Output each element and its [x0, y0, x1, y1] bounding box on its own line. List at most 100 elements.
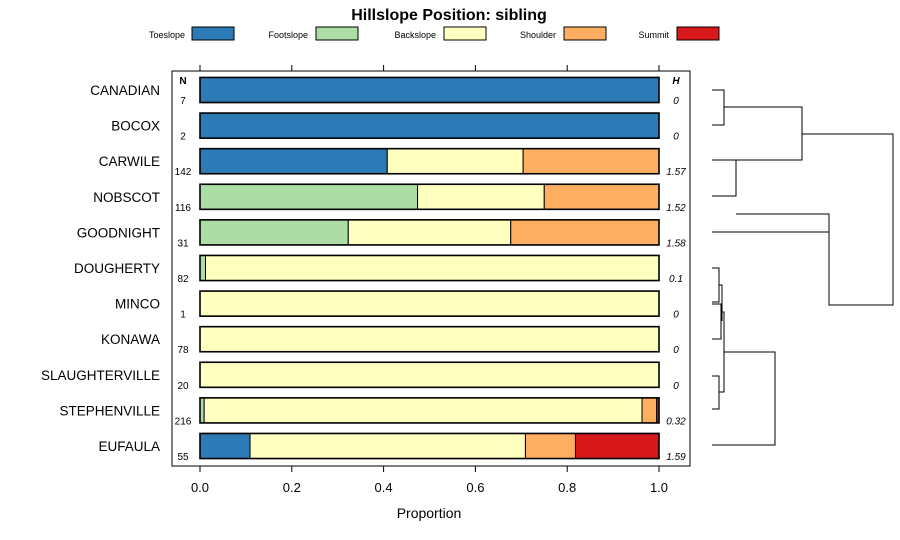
legend-swatch	[563, 26, 607, 41]
n-value: 1	[180, 310, 186, 321]
n-value: 2	[180, 132, 186, 143]
h-value: 0	[673, 381, 679, 392]
bar-outline	[199, 325, 660, 353]
dendrogram-branch	[736, 213, 830, 233]
bar-row: STEPHENVILLE 216 0.32	[59, 397, 686, 427]
legend-label: Summit	[638, 30, 669, 40]
category-label: CARWILE	[99, 154, 160, 169]
bar-row: KONAWA 78 0	[101, 325, 679, 356]
bar-row: NOBSCOT 116 1.52	[93, 183, 686, 214]
x-tick-label: 0.2	[283, 480, 301, 495]
dendrogram	[712, 89, 894, 446]
bar-row: DOUGHERTY 82 0.1	[74, 254, 683, 285]
bar-segment	[199, 76, 660, 104]
dendrogram-branch	[802, 133, 894, 306]
bar-outline	[199, 290, 660, 317]
bar-segment	[199, 148, 388, 175]
legend-swatch	[315, 26, 359, 41]
h-value: 1.59	[666, 452, 686, 463]
legend-swatch	[443, 26, 487, 41]
category-label: KONAWA	[101, 332, 160, 347]
legend-swatch	[676, 26, 720, 41]
bar-segment	[522, 148, 660, 175]
bar-row: CANADIAN 7 0	[90, 76, 679, 107]
legend-label: Toeslope	[149, 30, 185, 40]
x-tick-label: 1.0	[650, 480, 668, 495]
category-label: BOCOX	[111, 119, 160, 134]
n-value: 31	[177, 238, 189, 249]
bar-row: EUFAULA 55 1.59	[98, 432, 686, 463]
bar-segment	[543, 183, 660, 210]
category-label: NOBSCOT	[93, 190, 160, 205]
legend-label: Shoulder	[520, 30, 556, 40]
bar-outline	[199, 219, 660, 246]
dendrogram-branch	[712, 351, 776, 446]
x-tick-label: 0.8	[558, 480, 576, 495]
bar-outline	[199, 361, 660, 389]
h-value: 0	[673, 96, 679, 107]
legend-label: Footslope	[268, 30, 308, 40]
dendrogram-branch	[712, 303, 722, 340]
bar-outline	[199, 112, 660, 139]
bar-segment	[524, 432, 576, 460]
x-tick-label: 0.0	[191, 480, 209, 495]
h-value: 0.1	[669, 274, 683, 285]
dendrogram-branch	[712, 375, 720, 410]
dendrogram-branch	[712, 89, 725, 126]
h-value: 0	[673, 345, 679, 356]
category-label: STEPHENVILLE	[59, 403, 160, 418]
bar-segment	[199, 290, 660, 317]
bar-segment	[510, 219, 660, 246]
bar-segment	[199, 219, 349, 246]
bar-row: MINCO 1 0	[115, 290, 679, 321]
bar-outline	[199, 183, 660, 211]
category-label: MINCO	[115, 297, 160, 312]
bar-outline	[199, 397, 660, 424]
x-tick-label: 0.6	[466, 480, 484, 495]
h-value: 1.52	[666, 203, 686, 214]
bar-segment	[574, 432, 660, 460]
bar-segment	[641, 397, 658, 424]
bar-row: BOCOX 2 0	[111, 112, 679, 143]
bar-outline	[199, 432, 660, 460]
legend: Toeslope Footslope Backslope Shoulder Summit	[149, 26, 720, 41]
h-value: 0	[673, 310, 679, 321]
top-axis-ticks	[199, 65, 660, 71]
n-value: 20	[177, 381, 189, 392]
category-label: EUFAULA	[98, 439, 160, 454]
bar-segment	[205, 254, 660, 282]
n-value: 216	[175, 416, 192, 427]
category-label: SLAUGHTERVILLE	[41, 368, 160, 383]
category-label: CANADIAN	[90, 83, 160, 98]
h-value: 1.57	[666, 167, 686, 178]
dendrogram-branch	[719, 284, 723, 321]
bar-outline	[199, 254, 660, 282]
h-value: 0.32	[666, 416, 686, 427]
x-tick-label: 0.4	[375, 480, 393, 495]
bar-segment	[199, 254, 207, 282]
bar-row: SLAUGHTERVILLE 20 0	[41, 361, 679, 392]
chart-title: Hillslope Position: sibling	[351, 7, 547, 24]
dendrogram-branch	[712, 159, 737, 197]
h-value: 0	[673, 132, 679, 143]
bar-segment	[199, 183, 419, 210]
n-value: 78	[177, 345, 189, 356]
bar-outline	[199, 76, 660, 104]
bar-segment	[199, 432, 251, 460]
bar-row: GOODNIGHT 31 1.58	[77, 219, 686, 249]
bar-row: CARWILE 142 1.57	[99, 147, 686, 178]
bar-segment	[249, 432, 526, 460]
legend-swatch	[191, 26, 235, 41]
bar-outline	[199, 147, 660, 175]
n-value: 55	[177, 452, 189, 463]
category-label: DOUGHERTY	[74, 261, 160, 276]
n-value: 7	[180, 96, 186, 107]
x-axis: 0.0 0.2 0.4 0.6 0.8 1.0	[191, 466, 668, 495]
bar-segment	[199, 112, 660, 139]
bar-segment	[417, 183, 545, 210]
bar-segment	[203, 397, 643, 424]
legend-label: Backslope	[394, 30, 436, 40]
bar-segment	[386, 148, 524, 175]
bar-segment	[199, 361, 660, 388]
